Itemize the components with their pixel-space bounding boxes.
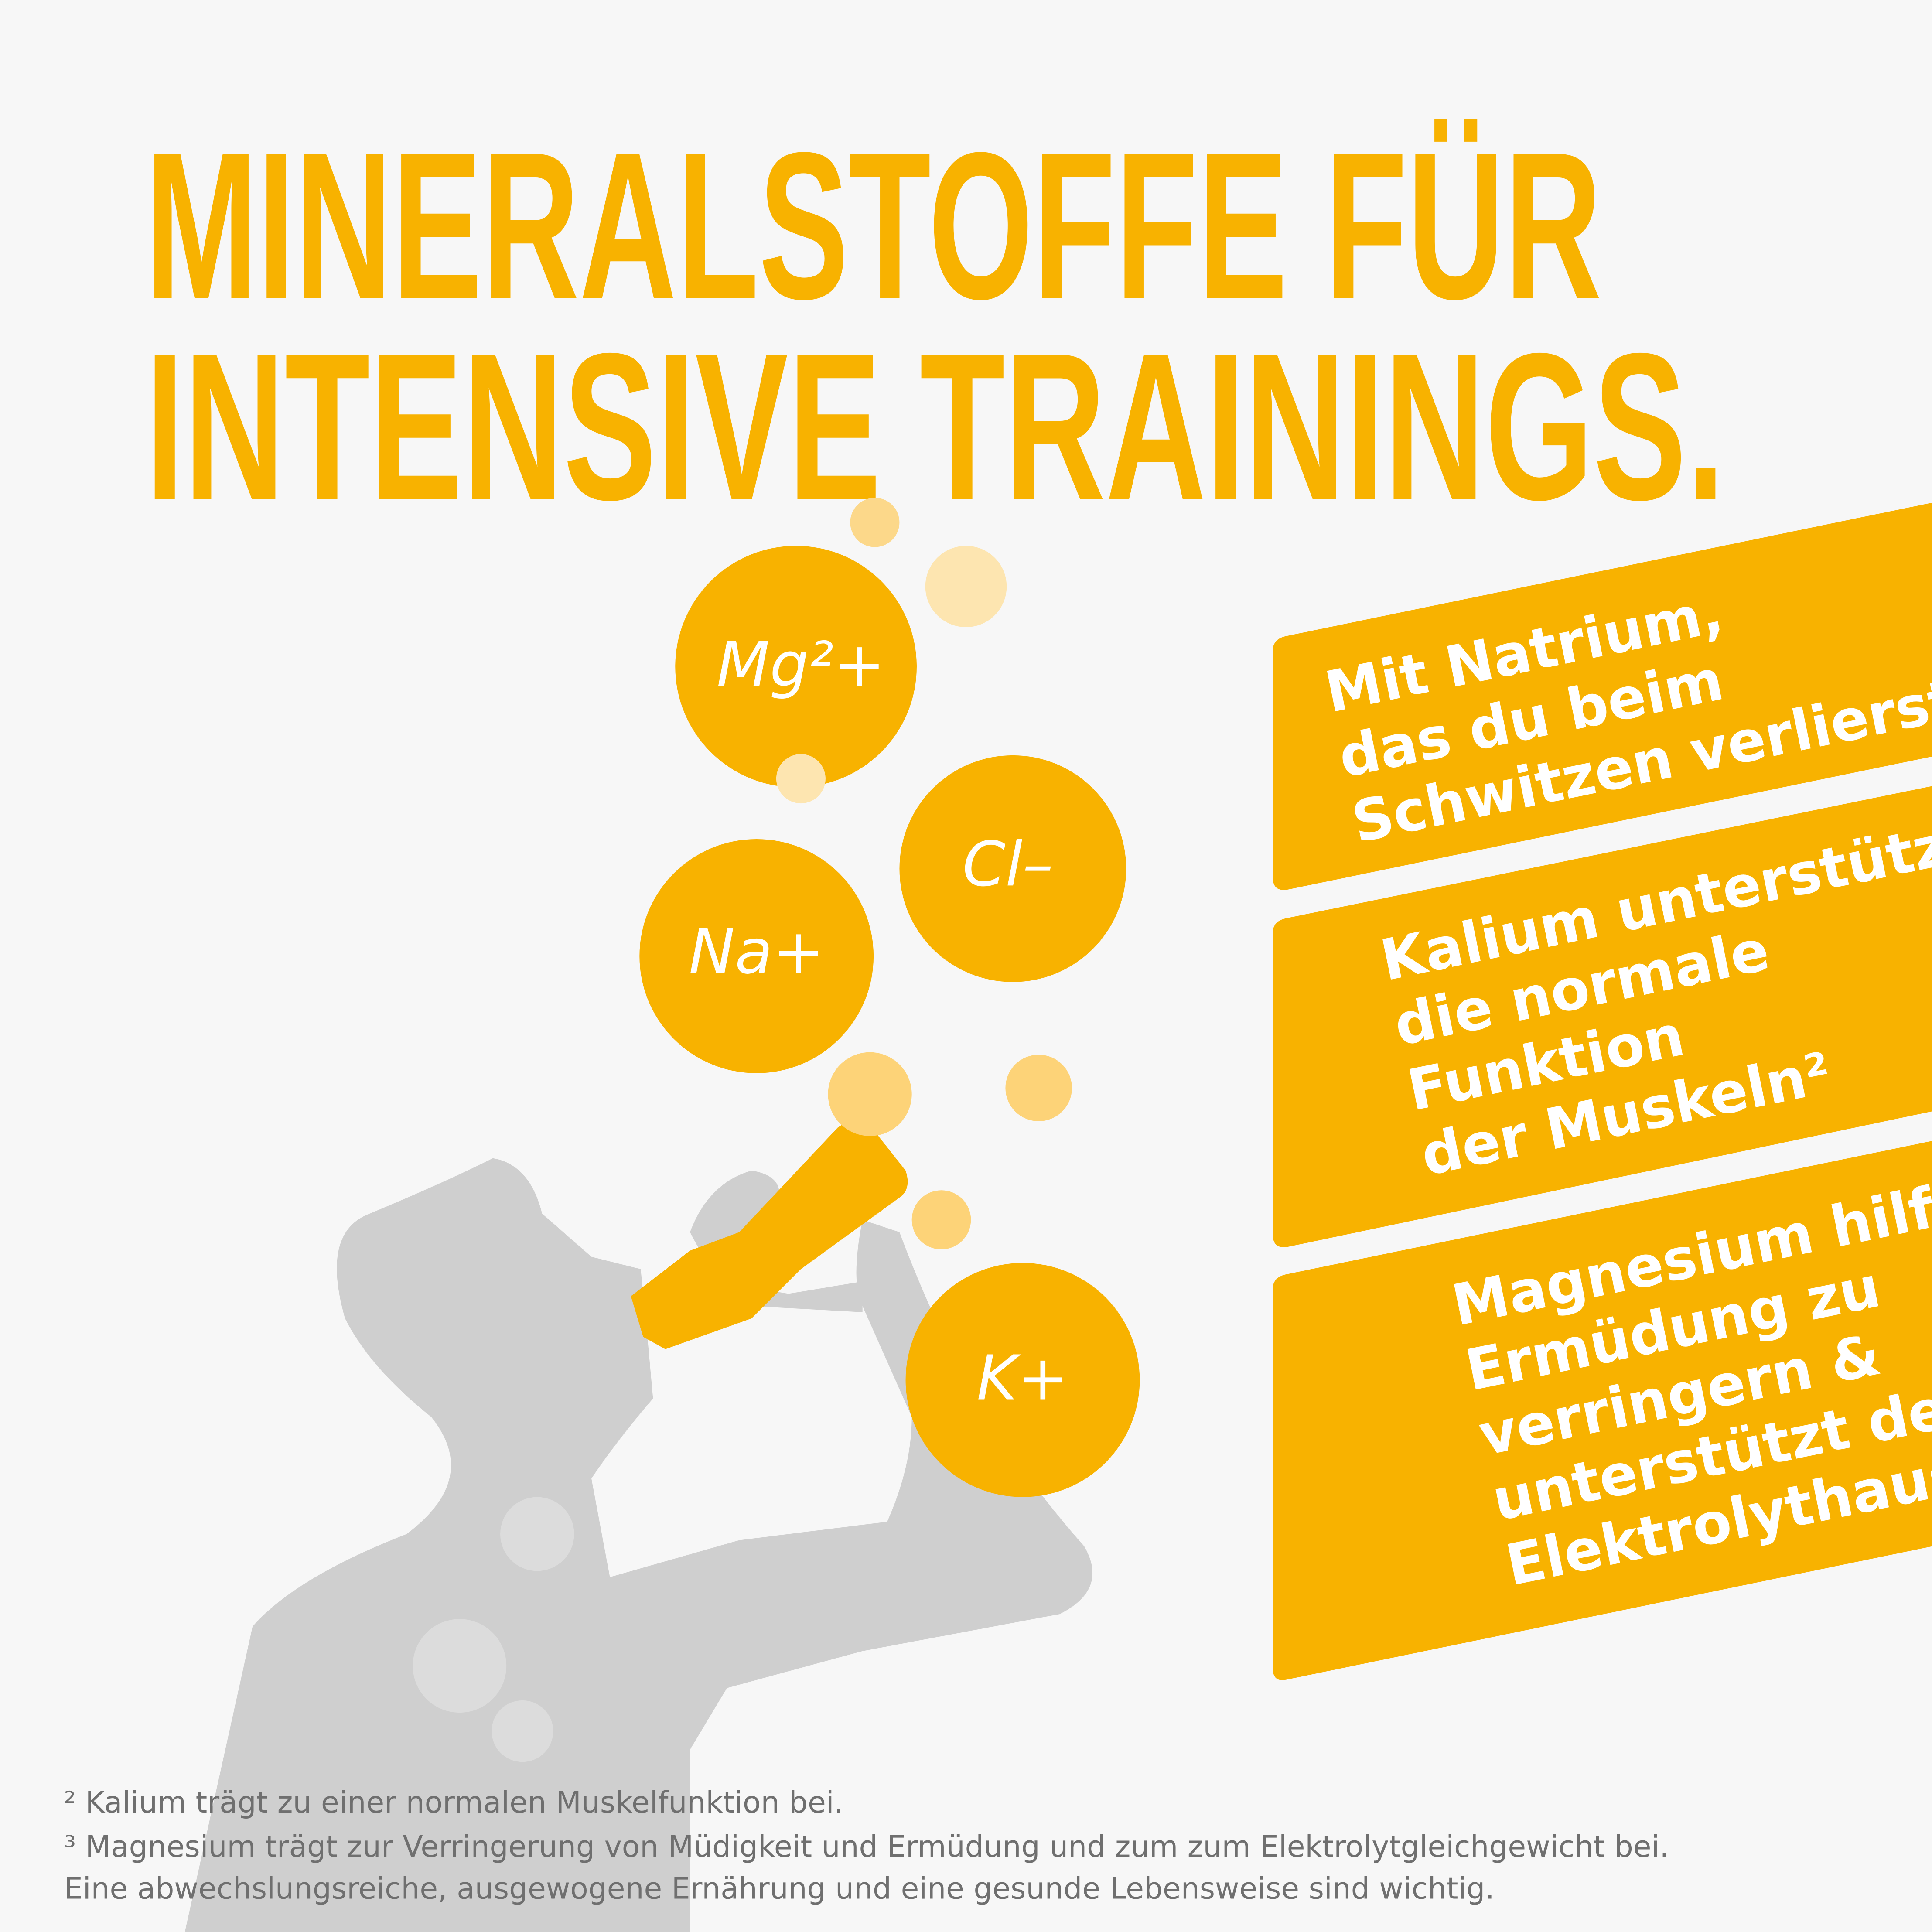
ion-label: K+ <box>976 1342 1068 1414</box>
bottle <box>631 1120 908 1349</box>
deco-bubble <box>413 1619 507 1713</box>
title-line: MINERALSTOFFE FÜR <box>145 109 1601 343</box>
deco-bubble <box>500 1497 574 1571</box>
deco-bubble <box>911 1190 971 1249</box>
deco-bubble <box>1005 1055 1072 1121</box>
deco-bubble <box>828 1052 912 1136</box>
ion-label: Na+ <box>689 916 824 988</box>
ion-label: Cl– <box>963 829 1054 900</box>
person-silhouette <box>184 1158 1093 1932</box>
panel <box>1273 502 1932 890</box>
ion-circle <box>639 839 874 1073</box>
footnote: ² Kalium trägt zu einer normalen Muskelf… <box>64 1785 843 1819</box>
panel <box>1273 786 1932 1247</box>
deco-bubble <box>925 546 1007 628</box>
ion-circle <box>899 755 1126 982</box>
panel <box>1273 1141 1932 1680</box>
deco-bubble <box>492 1700 553 1762</box>
ion-circle <box>905 1263 1140 1497</box>
footnote: ³ Magnesium trägt zur Verringerung von M… <box>64 1830 1669 1864</box>
ion-circle <box>675 546 917 788</box>
title-line: INTENSIVE TRAININGS. <box>145 309 1725 543</box>
deco-bubble <box>850 498 900 547</box>
ion-label: Mg²+ <box>717 629 885 701</box>
deco-bubble <box>776 754 826 804</box>
footnote: Eine abwechslungsreiche, ausgewogene Ern… <box>64 1871 1495 1906</box>
